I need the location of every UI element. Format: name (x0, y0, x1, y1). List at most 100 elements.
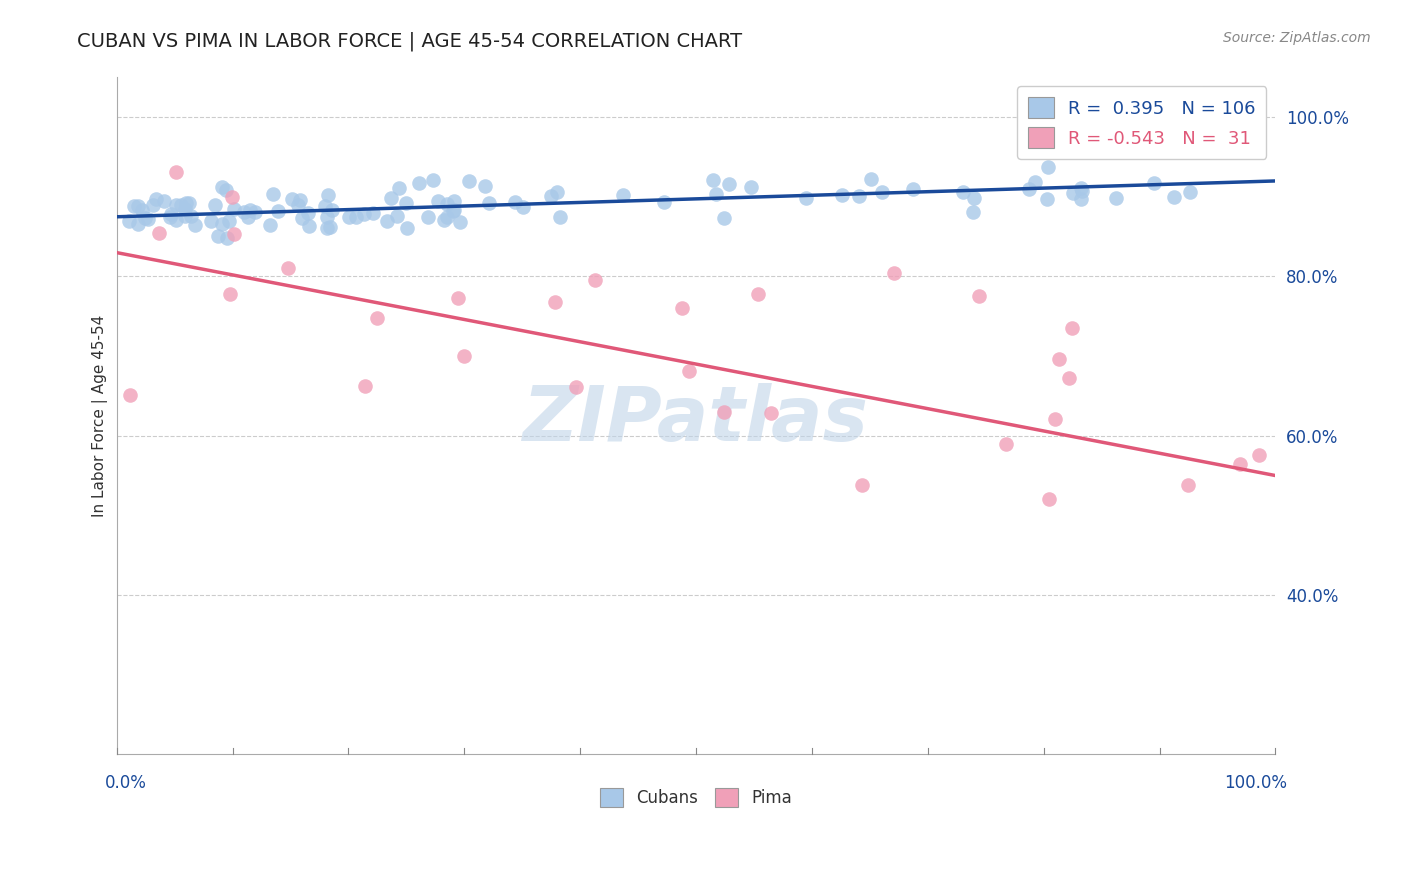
Point (159, 207, 181, 221)
Point (290, 193, 312, 207)
Point (180, 209, 202, 223)
Point (184, 218, 207, 232)
Legend: Cubans, Pima: Cubans, Pima (593, 781, 799, 814)
Point (870, 185, 893, 199)
Point (120, 387, 142, 401)
Point (277, 260, 299, 275)
Point (671, 301, 693, 315)
Point (457, 174, 479, 188)
Point (291, 211, 314, 226)
Point (422, 173, 444, 187)
Point (1045, 411, 1067, 425)
Point (337, 210, 360, 224)
Point (1018, 182, 1040, 196)
Point (478, 195, 501, 210)
Point (221, 189, 243, 203)
Text: ZIPatlas: ZIPatlas (523, 383, 869, 457)
Point (315, 221, 337, 235)
Point (540, 189, 562, 203)
Point (503, 195, 526, 210)
Point (1036, 160, 1059, 174)
Point (544, 295, 567, 310)
Point (280, 192, 302, 206)
Point (704, 186, 727, 201)
Point (316, 188, 339, 202)
Point (218, 214, 240, 228)
Point (1070, 192, 1092, 206)
Point (901, 182, 924, 196)
Point (453, 349, 475, 363)
Point (1062, 186, 1084, 200)
Point (702, 173, 724, 187)
Point (740, 180, 762, 194)
Point (426, 194, 449, 208)
Point (859, 171, 882, 186)
Point (546, 185, 568, 199)
Point (377, 214, 399, 228)
Point (1062, 321, 1084, 335)
Point (433, 212, 456, 227)
Point (174, 195, 197, 210)
Point (794, 191, 817, 205)
Point (1178, 185, 1201, 199)
Point (443, 194, 465, 208)
Point (174, 209, 197, 223)
Point (127, 199, 149, 213)
Point (131, 202, 153, 217)
Point (583, 272, 606, 286)
Point (344, 211, 367, 225)
Point (170, 198, 193, 212)
Point (215, 231, 238, 245)
Point (267, 204, 290, 219)
Point (361, 206, 384, 220)
Point (1070, 184, 1092, 198)
Point (612, 188, 634, 202)
Point (314, 199, 336, 213)
Point (148, 227, 170, 241)
Point (211, 217, 233, 231)
Point (354, 378, 377, 392)
Point (218, 287, 240, 301)
Point (678, 364, 700, 378)
Point (963, 191, 986, 205)
Point (215, 183, 238, 197)
Point (380, 191, 402, 205)
Point (321, 202, 343, 217)
Point (1229, 457, 1251, 471)
Point (298, 219, 321, 234)
Point (851, 478, 873, 492)
Y-axis label: In Labor Force | Age 45-54: In Labor Force | Age 45-54 (93, 315, 108, 517)
Point (319, 219, 342, 234)
Point (1163, 190, 1185, 204)
Point (165, 197, 187, 211)
Point (211, 179, 233, 194)
Point (366, 310, 388, 325)
Point (967, 289, 990, 303)
Point (747, 287, 769, 301)
Point (316, 210, 339, 224)
Point (441, 204, 464, 219)
Point (395, 220, 418, 235)
Point (388, 181, 411, 195)
Point (173, 202, 195, 216)
Text: Source: ZipAtlas.com: Source: ZipAtlas.com (1223, 31, 1371, 45)
Point (179, 196, 201, 211)
Point (883, 266, 905, 280)
Point (952, 185, 974, 199)
Point (436, 197, 458, 211)
Point (994, 436, 1017, 450)
Point (717, 177, 740, 191)
Point (353, 207, 375, 221)
Point (565, 380, 588, 394)
Point (233, 204, 256, 219)
Point (153, 194, 176, 208)
Point (1036, 193, 1059, 207)
Point (222, 227, 245, 242)
Point (1143, 176, 1166, 190)
Point (385, 210, 408, 224)
Point (436, 211, 458, 225)
Text: 100.0%: 100.0% (1225, 774, 1286, 792)
Point (761, 406, 783, 420)
Point (652, 195, 675, 210)
Point (713, 211, 735, 225)
